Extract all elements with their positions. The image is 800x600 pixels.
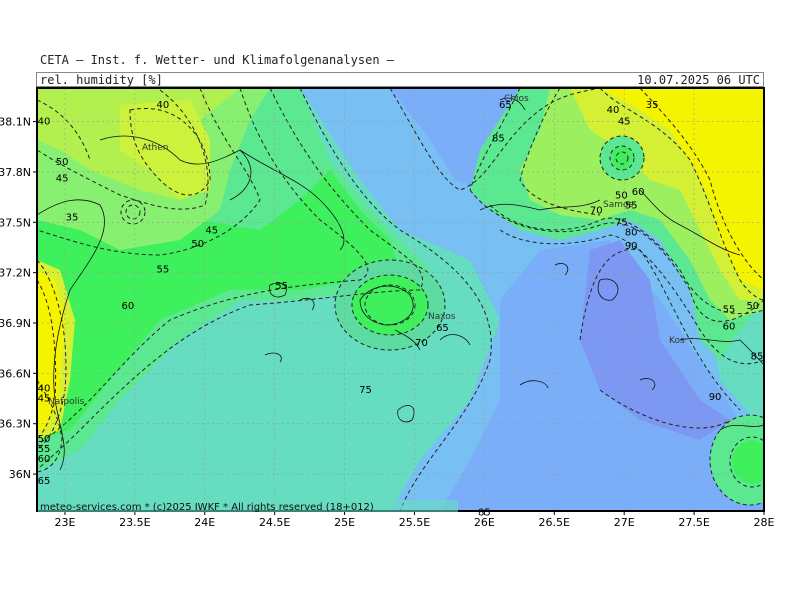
humidity-field [37, 88, 764, 511]
latitude-labels: 38.1N 37.8N 37.5N 37.2N 36.9N 36.6N 36.3N 36N [0, 116, 37, 481]
contour-label: 90 [625, 241, 638, 252]
lon-label: 27E [614, 516, 635, 529]
lon-label: 23.5E [119, 516, 150, 529]
contour-label: 55 [723, 305, 736, 316]
lon-label: 25.5E [399, 516, 430, 529]
lon-label: 24E [194, 516, 215, 529]
contour-label: 90 [709, 392, 722, 403]
footer-credit: meteo-services.com * (c)2025 IWKF * All … [40, 502, 374, 513]
lat-label: 37.2N [0, 267, 31, 280]
contour-label: 40 [38, 117, 51, 128]
place-chios: Chios [504, 94, 529, 104]
contour-label: 65 [499, 100, 512, 111]
contour-label: 50 [615, 190, 628, 201]
contour-label: 70 [590, 206, 603, 217]
lat-label: 37.8N [0, 166, 31, 179]
contour-label: 55 [156, 264, 169, 275]
contour-label: 75 [615, 217, 628, 228]
provider-title: CETA — Inst. f. Wetter- und Klimafolgena… [40, 53, 395, 67]
contour-label: 40 [156, 100, 169, 111]
contour-label: 60 [122, 301, 135, 312]
longitude-labels: 23E 23.5E 24E 24.5E 25E 25.5E 26E 26.5E 27E 27.5E… [54, 511, 775, 529]
contour-label: 55 [38, 444, 51, 455]
contour-label: 45 [56, 174, 69, 185]
valid-time: 10.07.2025 06 UTC [637, 73, 760, 87]
contour-label: 70 [415, 338, 428, 349]
contour-label: 45 [618, 117, 631, 128]
lon-label: 27.5E [678, 516, 709, 529]
contour-label: 50 [56, 157, 69, 168]
lon-label: 26.5E [539, 516, 570, 529]
contour-label: 40 [38, 383, 51, 394]
contour-label: 75 [359, 385, 372, 396]
lat-label: 36.6N [0, 367, 31, 380]
contour-label: 60 [723, 321, 736, 332]
contour-label: 65 [38, 476, 51, 487]
contour-label: 85 [492, 133, 505, 144]
lat-label: 36N [9, 468, 31, 481]
contour-labels: 4040504535455055605565707585657040453550… [38, 100, 764, 519]
lon-label: 28E [754, 516, 775, 529]
lat-label: 36.3N [0, 418, 31, 431]
lat-label: 38.1N [0, 116, 31, 129]
contour-label: 60 [38, 454, 51, 465]
variable-bar [36, 72, 764, 87]
place-kos: Kos [669, 336, 685, 346]
contour-label: 85 [751, 352, 764, 363]
contour-label: 50 [746, 301, 759, 312]
variable-label: rel. humidity [%] [40, 73, 163, 87]
contour-label: 50 [191, 239, 204, 250]
contour-label: 35 [66, 212, 79, 223]
contour-label: 60 [632, 187, 645, 198]
place-samos: Samos [603, 200, 634, 210]
lat-label: 36.9N [0, 317, 31, 330]
contour-label: 50 [38, 434, 51, 445]
lon-label: 25E [334, 516, 355, 529]
contour-label: 40 [607, 105, 620, 116]
contour-label: 35 [646, 100, 659, 111]
contour-label: 55 [275, 281, 288, 292]
place-athen: Athen [142, 143, 168, 153]
lon-label: 23E [54, 516, 75, 529]
place-nafpolis: Nafpolis [48, 397, 85, 407]
contour-label: 65 [436, 323, 449, 334]
contour-label: 45 [205, 226, 218, 237]
lat-label: 37.5N [0, 216, 31, 229]
place-naxos: Naxos [428, 312, 456, 322]
footer-bg [38, 500, 458, 512]
contour-label: 55 [625, 201, 638, 212]
lon-label: 26E [474, 516, 495, 529]
lon-label: 24.5E [259, 516, 290, 529]
contour-label: 45 [38, 394, 51, 405]
contour-label: 80 [625, 227, 638, 238]
